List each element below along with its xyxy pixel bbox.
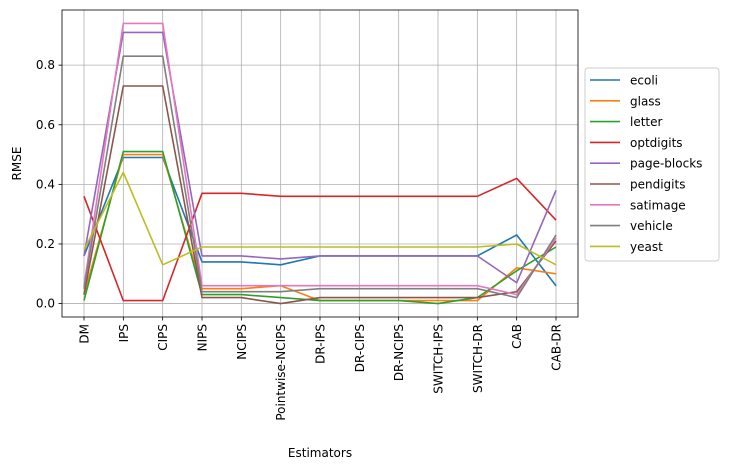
x-tick-label: SWITCH-DR — [471, 324, 485, 393]
x-tick-label: CAB-DR — [550, 324, 564, 371]
x-axis-label: Estimators — [288, 446, 352, 460]
y-tick-label: 0.6 — [36, 118, 55, 132]
series-line-yeast — [83, 171, 557, 266]
legend-label-letter: letter — [630, 115, 663, 129]
series-line-vehicle — [83, 55, 557, 299]
x-tick-label: IPS — [117, 324, 131, 342]
series-lines — [83, 22, 557, 305]
legend-box — [584, 67, 720, 262]
legend-label-ecoli: ecoli — [630, 74, 658, 88]
y-tick-label: 0.2 — [36, 237, 55, 251]
y-tick-label: 0.4 — [36, 177, 55, 191]
series-line-pendigits — [83, 85, 557, 305]
x-tick-label: CIPS — [156, 324, 170, 351]
legend: ecoli glass letter optdigits page-blocks pend… — [584, 67, 720, 262]
x-tick-label: DM — [78, 324, 92, 344]
y-axis: 0.0 0.2 0.4 0.6 0.8 — [36, 58, 62, 311]
x-axis: DM IPS CIPS NIPS NCIPS Pointwise-NCIPS DR-IPS D… — [78, 317, 564, 421]
y-tick-label: 0.0 — [36, 297, 55, 311]
legend-label-satimage: satimage — [630, 198, 686, 212]
series-line-optdigits — [83, 177, 557, 302]
x-tick-label: CAB — [510, 324, 524, 349]
y-axis-label: RMSE — [10, 147, 24, 181]
legend-label-page-blocks: page-blocks — [630, 157, 702, 171]
x-tick-label: DR-NCIPS — [392, 324, 406, 381]
x-tick-label: DR-CIPS — [353, 324, 367, 372]
x-tick-label: SWITCH-IPS — [432, 324, 446, 394]
legend-label-optdigits: optdigits — [630, 136, 683, 150]
legend-label-pendigits: pendigits — [630, 178, 685, 192]
x-tick-label: DR-IPS — [314, 324, 328, 364]
x-tick-label: NIPS — [196, 324, 210, 351]
x-tick-label: Pointwise-NCIPS — [274, 324, 288, 421]
legend-label-vehicle: vehicle — [630, 219, 673, 233]
y-tick-label: 0.8 — [36, 58, 55, 72]
legend-label-glass: glass — [630, 94, 661, 108]
grid — [62, 10, 578, 317]
series-line-satimage — [83, 22, 557, 296]
series-line-page-blocks — [83, 31, 557, 284]
legend-label-yeast: yeast — [630, 240, 663, 254]
x-tick-label: NCIPS — [235, 324, 249, 360]
